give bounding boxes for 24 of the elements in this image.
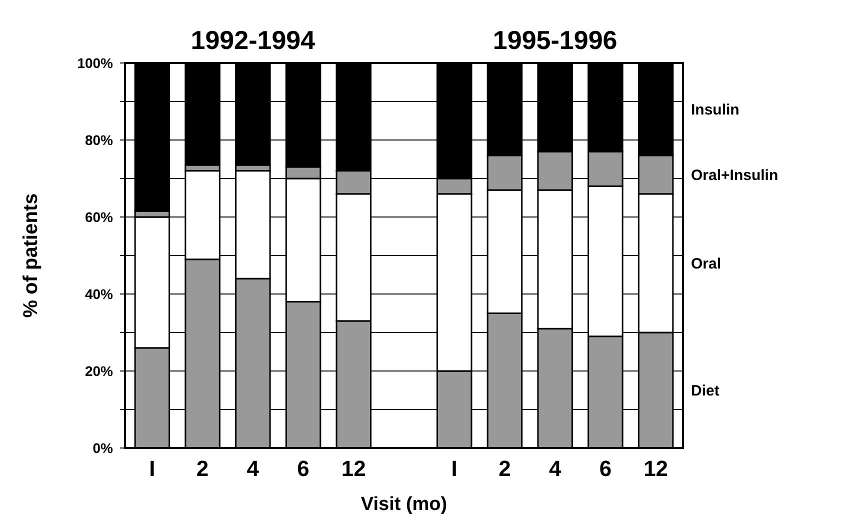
x-axis-title: Visit (mo) — [360, 494, 448, 515]
y-tick-label: 100% — [77, 54, 114, 71]
x-tick-label: 12 — [341, 456, 366, 481]
y-tick-label: 40% — [84, 286, 114, 302]
series-label: Oral+Insulin — [691, 166, 778, 184]
x-tick-label: 2 — [196, 456, 209, 481]
x-tick-label: 4 — [246, 456, 260, 481]
x-tick-label: 6 — [297, 456, 310, 481]
series-label: Insulin — [691, 101, 740, 118]
x-tick-label: I — [149, 456, 156, 481]
x-tick-label: 2 — [498, 456, 511, 481]
y-axis-title: % of patients — [20, 193, 42, 318]
x-tick-label: I — [451, 456, 458, 481]
series-label: Diet — [691, 382, 720, 400]
y-tick-label: 80% — [84, 132, 114, 148]
text: 1995-1996 — [492, 25, 618, 55]
x-tick-label: 4 — [548, 456, 562, 481]
y-tick-label: 60% — [84, 208, 114, 225]
x-tick-label: 12 — [644, 456, 668, 481]
series-label: Oral — [691, 255, 722, 272]
y-tick-label: 20% — [84, 362, 114, 379]
x-tick-label: 6 — [599, 456, 612, 481]
y-tick-label: 0% — [92, 440, 114, 456]
text: 1992-1994 — [190, 25, 316, 55]
